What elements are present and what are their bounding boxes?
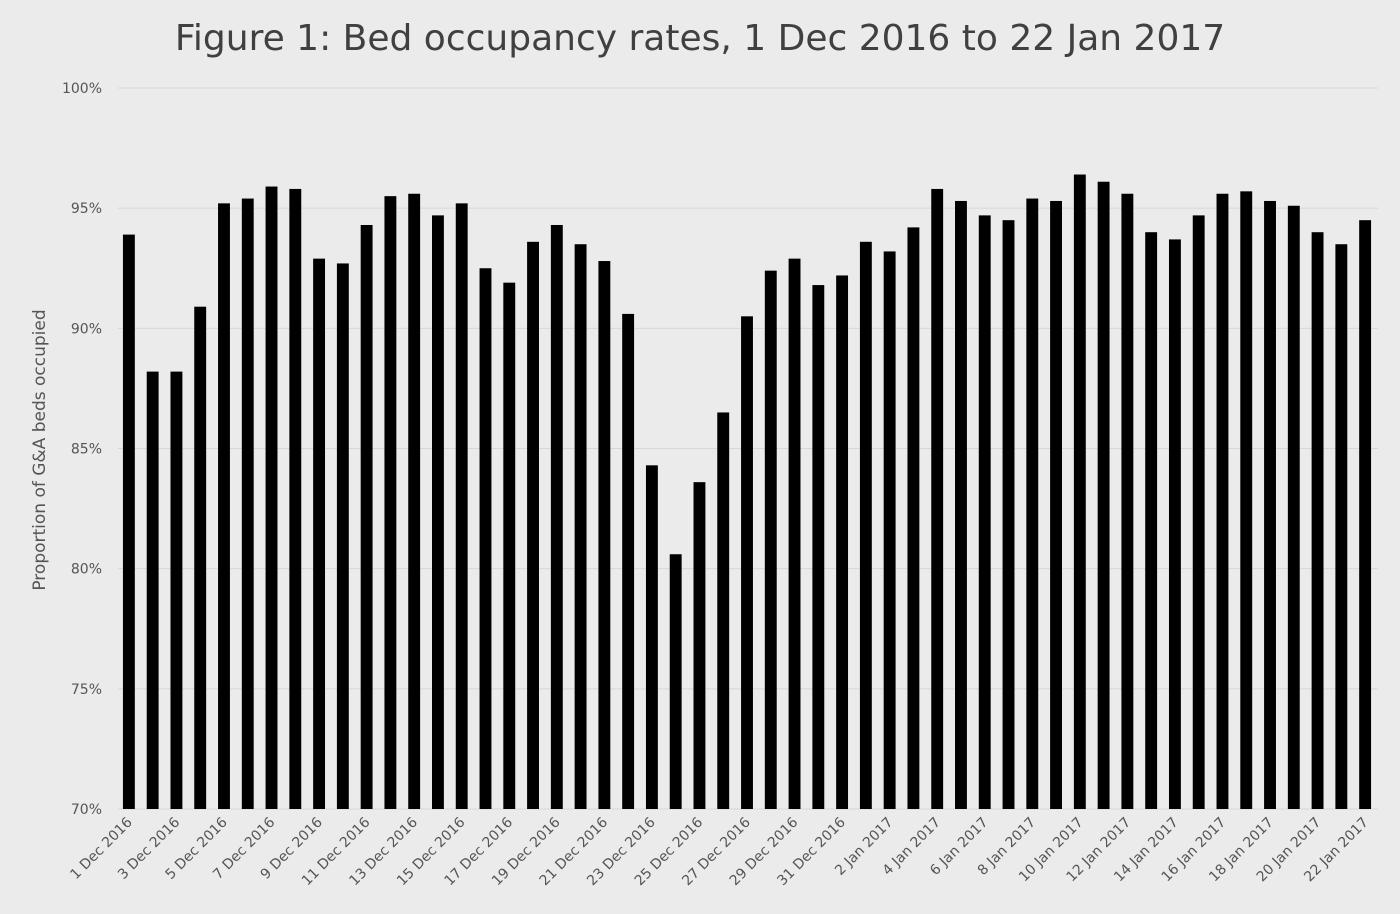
bar <box>384 196 397 809</box>
bar <box>408 193 421 809</box>
bar <box>1050 200 1062 809</box>
bar <box>1335 244 1348 810</box>
bar <box>550 224 563 810</box>
bar <box>1097 181 1110 810</box>
bar <box>1287 205 1300 809</box>
bar <box>669 554 682 809</box>
bar <box>764 270 777 809</box>
y-tick-label: 80% <box>71 562 102 578</box>
bars <box>122 174 1372 810</box>
bar <box>1240 191 1253 810</box>
bar <box>1359 220 1372 809</box>
bar <box>1311 232 1324 809</box>
bar <box>645 465 658 809</box>
bar <box>907 227 920 809</box>
bar <box>503 282 516 809</box>
bar <box>859 241 872 809</box>
y-tick-label: 95% <box>71 201 102 217</box>
bar <box>1026 198 1039 810</box>
bar <box>717 412 730 809</box>
bar <box>1168 239 1181 809</box>
bar <box>241 198 254 810</box>
bar <box>836 275 849 810</box>
bar <box>122 234 135 810</box>
y-tick-label: 85% <box>71 442 102 458</box>
bar <box>1192 215 1205 809</box>
y-tick-label: 90% <box>71 321 102 337</box>
bar <box>218 203 230 810</box>
bar <box>313 258 326 809</box>
bar <box>1264 200 1276 809</box>
bar <box>360 224 373 810</box>
bar <box>741 316 753 809</box>
bar <box>812 285 825 809</box>
bar <box>289 188 302 809</box>
bar <box>598 261 611 809</box>
bar <box>194 306 207 809</box>
bar <box>1216 193 1229 809</box>
bar <box>479 268 492 809</box>
bar <box>336 263 349 809</box>
chart-title: Figure 1: Bed occupancy rates, 1 Dec 201… <box>174 18 1226 59</box>
bar <box>1073 174 1086 809</box>
bar <box>955 200 967 809</box>
bar <box>1121 193 1134 809</box>
y-tick-label: 75% <box>71 682 102 698</box>
bar <box>1002 220 1015 809</box>
bar <box>622 313 635 809</box>
bar <box>693 482 706 809</box>
bar <box>170 371 183 809</box>
bar <box>455 203 468 810</box>
bar <box>146 371 159 809</box>
bar <box>883 251 896 809</box>
bar <box>931 188 944 809</box>
bar <box>978 215 991 809</box>
y-tick-label: 70% <box>71 802 102 818</box>
bar <box>788 258 801 809</box>
y-tick-label: 100% <box>62 81 102 97</box>
bar <box>432 215 444 809</box>
bar <box>574 244 587 810</box>
y-axis-ticks: 70% 75% 80% 85% 90% 95% 100% <box>62 81 102 818</box>
bar <box>265 186 278 810</box>
bar <box>1145 232 1158 809</box>
bar <box>527 241 539 809</box>
